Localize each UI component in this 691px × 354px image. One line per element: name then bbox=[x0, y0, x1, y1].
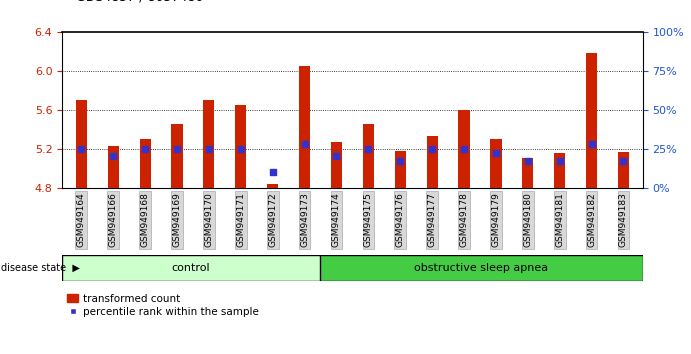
Bar bbox=[618, 152, 629, 188]
Point bbox=[522, 158, 533, 164]
Point bbox=[554, 158, 565, 164]
Text: GDS4857 / 8057480: GDS4857 / 8057480 bbox=[76, 0, 203, 4]
Point bbox=[299, 141, 310, 147]
Bar bbox=[203, 100, 214, 188]
Bar bbox=[458, 110, 470, 188]
Point bbox=[363, 146, 374, 152]
Text: GSM949168: GSM949168 bbox=[140, 193, 150, 247]
Bar bbox=[363, 124, 374, 188]
Bar bbox=[554, 153, 565, 188]
Point bbox=[76, 146, 87, 152]
Text: GSM949172: GSM949172 bbox=[268, 193, 277, 247]
Point bbox=[491, 150, 502, 156]
Text: GSM949169: GSM949169 bbox=[173, 193, 182, 247]
Point bbox=[586, 141, 597, 147]
Point bbox=[267, 169, 278, 175]
Text: GSM949179: GSM949179 bbox=[491, 193, 500, 247]
Text: GSM949175: GSM949175 bbox=[364, 193, 373, 247]
Text: GSM949171: GSM949171 bbox=[236, 193, 245, 247]
Bar bbox=[140, 139, 151, 188]
Text: GSM949166: GSM949166 bbox=[108, 193, 117, 247]
Text: GSM949170: GSM949170 bbox=[205, 193, 214, 247]
Bar bbox=[235, 105, 247, 188]
Point bbox=[395, 158, 406, 164]
Point bbox=[203, 146, 214, 152]
FancyBboxPatch shape bbox=[62, 255, 320, 281]
Text: GSM949176: GSM949176 bbox=[396, 193, 405, 247]
Text: GSM949180: GSM949180 bbox=[523, 193, 532, 247]
Text: GSM949178: GSM949178 bbox=[460, 193, 468, 247]
Bar bbox=[586, 53, 597, 188]
Bar bbox=[522, 158, 533, 188]
Legend: transformed count, percentile rank within the sample: transformed count, percentile rank withi… bbox=[68, 294, 259, 317]
Text: GSM949181: GSM949181 bbox=[555, 193, 565, 247]
Text: obstructive sleep apnea: obstructive sleep apnea bbox=[415, 263, 549, 273]
Text: GSM949174: GSM949174 bbox=[332, 193, 341, 247]
Bar bbox=[171, 124, 182, 188]
Point bbox=[459, 146, 470, 152]
Point bbox=[618, 158, 629, 164]
Bar bbox=[426, 136, 437, 188]
Bar bbox=[395, 151, 406, 188]
Point bbox=[108, 154, 119, 159]
Text: GSM949183: GSM949183 bbox=[619, 193, 628, 247]
FancyBboxPatch shape bbox=[320, 255, 643, 281]
Bar bbox=[491, 139, 502, 188]
Point bbox=[140, 146, 151, 152]
Point bbox=[331, 154, 342, 159]
Bar bbox=[267, 184, 278, 188]
Text: GSM949164: GSM949164 bbox=[77, 193, 86, 247]
Bar bbox=[76, 100, 87, 188]
Text: GSM949177: GSM949177 bbox=[428, 193, 437, 247]
Bar bbox=[108, 146, 119, 188]
Text: control: control bbox=[172, 263, 211, 273]
Text: disease state  ▶: disease state ▶ bbox=[1, 263, 79, 273]
Bar bbox=[299, 66, 310, 188]
Text: GSM949182: GSM949182 bbox=[587, 193, 596, 247]
Point bbox=[426, 146, 437, 152]
Point bbox=[171, 146, 182, 152]
Text: GSM949173: GSM949173 bbox=[300, 193, 309, 247]
Point bbox=[235, 146, 246, 152]
Bar bbox=[331, 142, 342, 188]
